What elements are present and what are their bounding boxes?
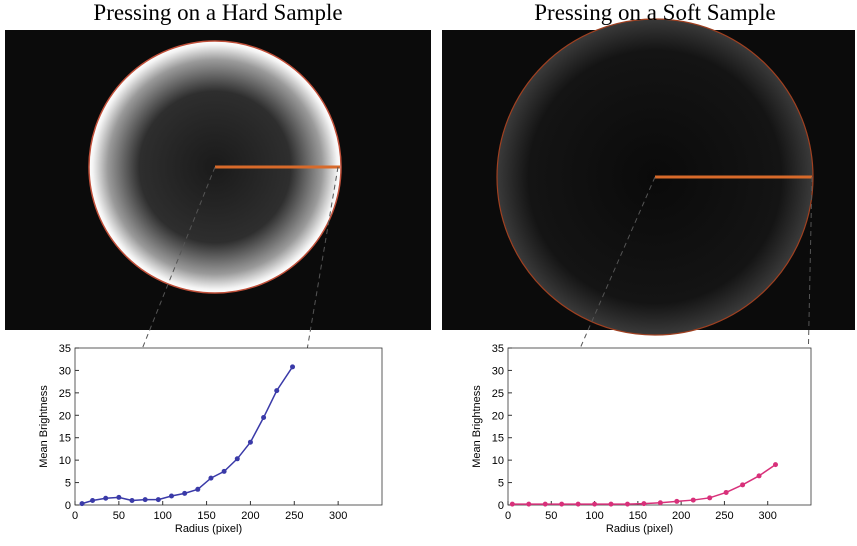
data-point — [247, 439, 253, 445]
data-point — [740, 482, 746, 488]
x-axis-label: Radius (pixel) — [606, 523, 673, 535]
data-point — [155, 497, 161, 503]
data-point — [641, 501, 647, 507]
x-tick-label: 200 — [672, 510, 690, 522]
plot-frame — [507, 347, 812, 506]
y-tick-label: 20 — [492, 410, 504, 422]
data-point — [723, 489, 729, 495]
data-point — [756, 473, 762, 479]
y-tick-label: 25 — [59, 388, 71, 400]
data-point — [208, 475, 214, 481]
x-tick-label: 50 — [113, 510, 125, 522]
y-tick-label: 5 — [498, 478, 504, 490]
data-point — [116, 494, 122, 500]
hard-photo — [5, 30, 431, 330]
x-tick-label: 250 — [715, 510, 733, 522]
data-point — [773, 462, 779, 468]
data-point — [274, 388, 280, 394]
y-tick-label: 15 — [59, 433, 71, 445]
chart-title: Pressing on a Soft Sample — [534, 0, 776, 25]
y-tick-label: 25 — [492, 388, 504, 400]
data-point — [221, 468, 227, 474]
data-point — [142, 497, 148, 503]
x-tick-label: 100 — [585, 510, 603, 522]
data-point — [657, 500, 663, 506]
data-point — [690, 497, 696, 503]
data-point — [542, 501, 548, 507]
y-tick-label: 20 — [59, 410, 71, 422]
data-point — [168, 493, 174, 499]
x-tick-label: 50 — [545, 510, 557, 522]
x-tick-label: 250 — [285, 510, 303, 522]
x-tick-label: 150 — [197, 510, 215, 522]
y-tick-label: 35 — [492, 343, 504, 355]
x-tick-label: 200 — [241, 510, 259, 522]
data-point — [79, 501, 85, 507]
data-point — [129, 498, 135, 504]
y-axis-label: Mean Brightness — [38, 385, 50, 468]
data-point — [707, 495, 713, 501]
chart-title: Pressing on a Hard Sample — [93, 0, 342, 25]
data-point — [103, 495, 109, 501]
data-point — [559, 501, 565, 507]
data-point — [195, 486, 201, 492]
y-tick-label: 30 — [492, 365, 504, 377]
soft-photo — [442, 18, 855, 336]
y-tick-label: 10 — [492, 455, 504, 467]
x-tick-label: 0 — [505, 510, 511, 522]
x-tick-label: 300 — [759, 510, 777, 522]
data-point — [509, 501, 515, 507]
data-point — [526, 501, 532, 507]
data-point — [575, 501, 581, 507]
y-tick-label: 35 — [59, 343, 71, 355]
data-point — [608, 501, 614, 507]
x-tick-label: 300 — [329, 510, 347, 522]
x-tick-label: 100 — [154, 510, 172, 522]
y-tick-label: 0 — [65, 500, 71, 512]
data-point — [592, 501, 598, 507]
y-axis-label: Mean Brightness — [471, 385, 483, 468]
y-tick-label: 15 — [492, 433, 504, 445]
data-point — [261, 415, 267, 421]
data-point — [290, 364, 296, 370]
data-point — [182, 490, 188, 496]
data-point — [624, 501, 630, 507]
x-axis-label: Radius (pixel) — [175, 523, 242, 535]
data-point — [90, 498, 96, 504]
y-tick-label: 10 — [59, 455, 71, 467]
y-tick-label: 5 — [65, 478, 71, 490]
data-point — [234, 456, 240, 462]
x-tick-label: 0 — [72, 510, 78, 522]
y-tick-label: 0 — [498, 500, 504, 512]
x-tick-label: 150 — [629, 510, 647, 522]
data-point — [674, 498, 680, 504]
plot-frame — [74, 347, 383, 506]
y-tick-label: 30 — [59, 365, 71, 377]
